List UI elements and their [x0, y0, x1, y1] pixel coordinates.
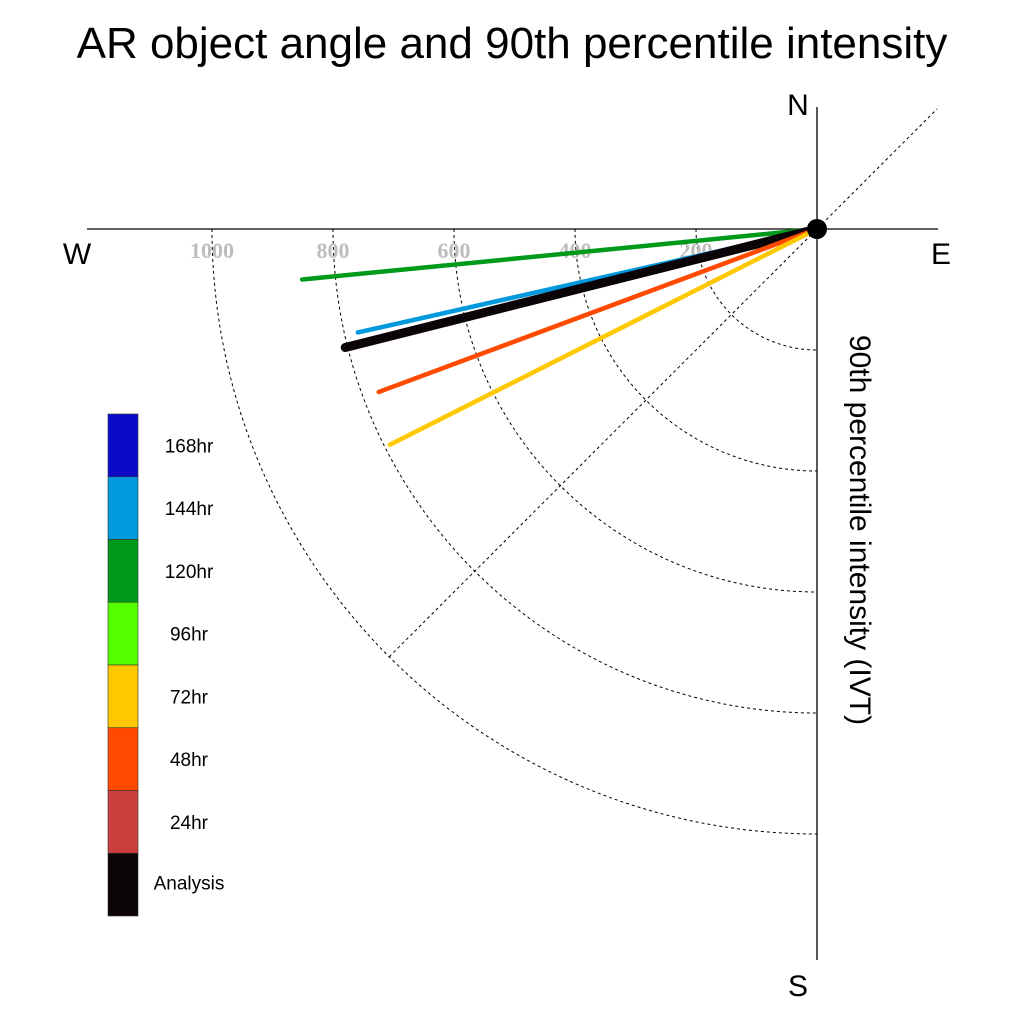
- radial-tick-label: 600: [438, 238, 471, 263]
- legend-swatch-168hr: [107, 413, 139, 478]
- series-line-120hr: [299, 226, 820, 282]
- legend-label: 168hr: [165, 436, 214, 457]
- legend-label: 96hr: [170, 625, 209, 646]
- series-line-72hr: [387, 226, 820, 448]
- radial-tick-label: 800: [317, 238, 350, 263]
- legend-label: 48hr: [170, 750, 209, 771]
- legend-label: 72hr: [170, 687, 209, 708]
- origin-marker: [807, 219, 827, 239]
- radial-tick-labels: 2004006008001000: [190, 238, 713, 263]
- legend-swatch-24hr: [107, 790, 139, 854]
- legend-swatch-48hr: [107, 727, 139, 791]
- legend-label: Analysis: [154, 874, 225, 895]
- series-line-analysis: [340, 224, 822, 352]
- east-label: E: [931, 238, 951, 271]
- legend-swatch-144hr: [107, 476, 139, 540]
- legend-label: 144hr: [165, 499, 214, 520]
- series-lines: [299, 224, 822, 448]
- legend-swatch-96hr: [107, 601, 139, 666]
- legend-swatch-72hr: [107, 664, 139, 729]
- legend-swatch-analysis: [107, 852, 139, 917]
- radial-tick-label: 1000: [190, 238, 234, 263]
- legend: 168hr 144hr 120hr 96hr 72hr 48hr 24hr Analysis: [107, 413, 225, 917]
- north-label: N: [787, 89, 809, 122]
- west-label: W: [63, 238, 92, 271]
- legend-label: 120hr: [165, 562, 214, 583]
- chart-title: AR object angle and 90th percentile inte…: [77, 19, 948, 68]
- series-line-48hr: [376, 226, 820, 395]
- south-label: S: [788, 970, 808, 1003]
- legend-swatch-120hr: [107, 539, 139, 603]
- polar-grid: [211, 108, 938, 835]
- y-axis-label: 90th percentile intensity (IVT): [843, 335, 876, 725]
- legend-label: 24hr: [170, 813, 209, 834]
